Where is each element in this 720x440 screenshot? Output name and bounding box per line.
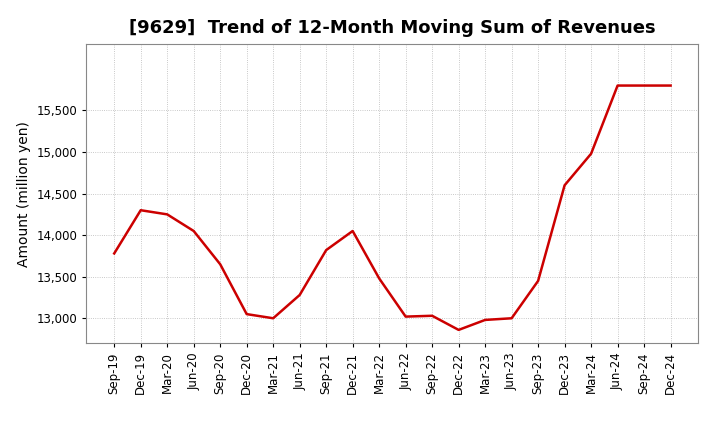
Y-axis label: Amount (million yen): Amount (million yen): [17, 121, 31, 267]
Title: [9629]  Trend of 12-Month Moving Sum of Revenues: [9629] Trend of 12-Month Moving Sum of R…: [129, 19, 656, 37]
